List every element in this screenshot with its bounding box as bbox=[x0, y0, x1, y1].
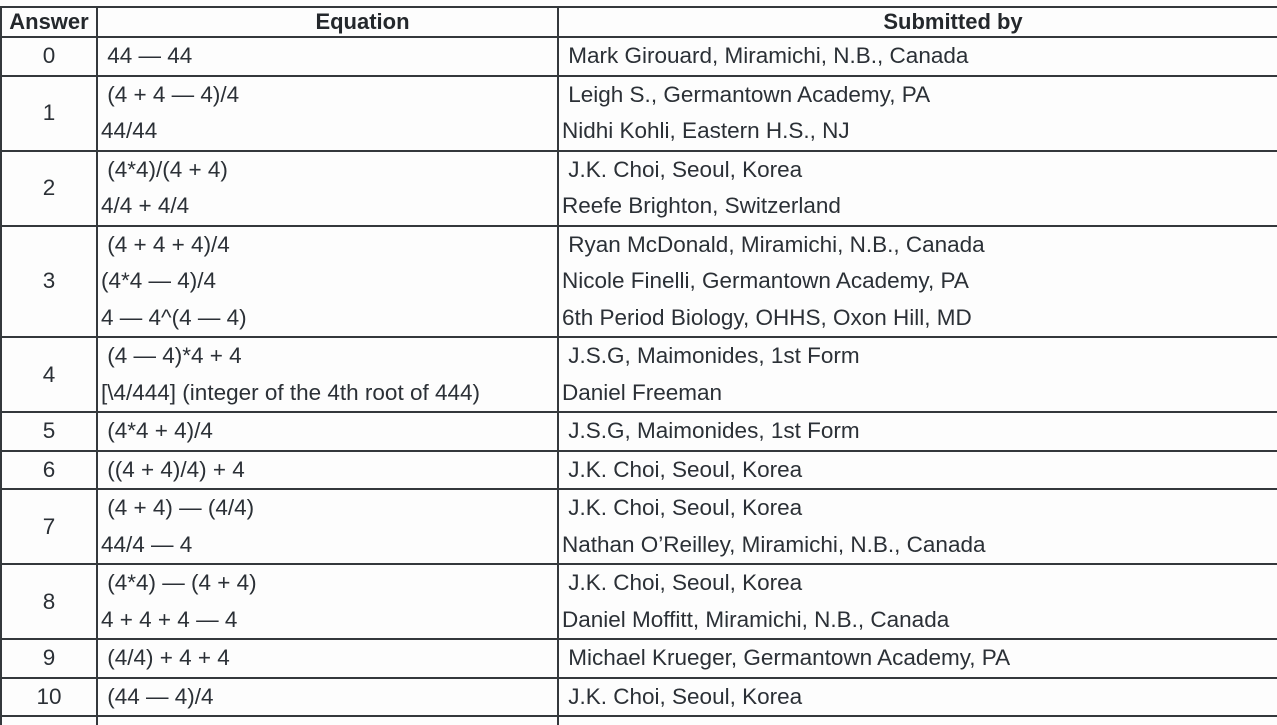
equation-cell: (4*4 + 4)/4 bbox=[96, 411, 559, 452]
answer-cell: 5 bbox=[0, 411, 98, 452]
equation-line: 4 + 4 + 4 — 4 bbox=[101, 606, 238, 632]
answer-cell: 1 bbox=[0, 74, 98, 152]
submitted-by-line: Leigh S., Germantown Academy, PA bbox=[562, 81, 931, 107]
table-row: 8 (4*4) — (4 + 4) 4 + 4 + 4 — 4 J.K. Choi… bbox=[0, 563, 1277, 640]
table-body: 0 44 — 44 Mark Girouard, Miramichi, N.B.… bbox=[0, 36, 1277, 725]
submitted-by-line: J.K. Choi, Seoul, Korea bbox=[562, 495, 803, 520]
column-header-submitted-by: Submitted by bbox=[557, 6, 1277, 38]
submitted-by-line: Ryan McDonald, Miramichi, N.B., Canada bbox=[562, 231, 985, 257]
equation-cell: 44 — 44 bbox=[96, 36, 559, 77]
answer-cell bbox=[0, 715, 98, 725]
answer-cell: 4 bbox=[0, 336, 98, 413]
equation-cell: (4/4) + 4 + 4 bbox=[96, 638, 559, 679]
submitted-by-line: Michael Krueger, Germantown Academy, PA bbox=[562, 645, 1011, 670]
submitted-by-line: 6th Period Biology, OHHS, Oxon Hill, MD bbox=[562, 304, 972, 330]
equation-cell: (44 — 4)/4 bbox=[96, 676, 559, 717]
submitted-by-line: J.K. Choi, Seoul, Korea bbox=[562, 156, 803, 182]
submitted-by-line: J.K. Choi, Seoul, Korea bbox=[562, 570, 803, 595]
four-fours-table: Answer Equation Submitted by 0 44 — 44 M… bbox=[0, 6, 1277, 725]
table-row: 4 (4 — 4)*4 + 4 [\4/444] (integer of the … bbox=[0, 336, 1277, 413]
answer-cell: 3 bbox=[0, 224, 98, 338]
submitted-by-cell: Mark Girouard, Miramichi, N.B., Canada bbox=[557, 36, 1277, 77]
column-header-answer: Answer bbox=[0, 6, 98, 38]
submitted-by-cell: Leigh S., Germantown Academy, PA Nidhi Ko… bbox=[557, 74, 1277, 152]
equation-line: ((4 + 4)/4) + 4 bbox=[101, 456, 245, 482]
table-row: 9 (4/4) + 4 + 4 Michael Krueger, Germant… bbox=[0, 638, 1277, 679]
equation-line: (4*4 + 4)/4 bbox=[101, 418, 213, 443]
equation-cell: (4 — 4)*4 + 4 [\4/444] (integer of the 4t… bbox=[96, 336, 559, 413]
answer-cell: 7 bbox=[0, 488, 98, 565]
equation-line: (4 + 4 — 4)/4 bbox=[101, 81, 240, 107]
submitted-by-cell: Michael Krueger, Germantown Academy, PA bbox=[557, 638, 1277, 679]
equation-line: (4*4)/(4 + 4) bbox=[101, 156, 228, 182]
table-row: 0 44 — 44 Mark Girouard, Miramichi, N.B.… bbox=[0, 36, 1277, 77]
equation-line: (4 — 4)*4 + 4 bbox=[101, 343, 242, 368]
equation-line: 4/4 + 4/4 bbox=[101, 193, 190, 218]
equation-cell: (4*4) — (4 + 4) 4 + 4 + 4 — 4 bbox=[96, 563, 559, 640]
submitted-by-line: J.S.G, Maimonides, 1st Form bbox=[562, 418, 860, 443]
equation-line: (4/4) + 4 + 4 bbox=[101, 645, 230, 670]
submitted-by-line: Nicole Finelli, Germantown Academy, PA bbox=[562, 268, 969, 293]
table-row: 2 (4*4)/(4 + 4) 4/4 + 4/4 J.K. Choi, Seou… bbox=[0, 149, 1277, 227]
equation-cell bbox=[96, 715, 559, 725]
column-header-equation: Equation bbox=[96, 6, 559, 38]
submitter-cell bbox=[557, 715, 1277, 725]
equation-line: 4 — 4^(4 — 4) bbox=[101, 304, 247, 330]
submitted-by-cell: J.K. Choi, Seoul, Korea bbox=[557, 449, 1277, 490]
submitted-by-cell: Ryan McDonald, Miramichi, N.B., Canada Ni… bbox=[557, 224, 1277, 338]
submitted-by-cell: J.S.G, Maimonides, 1st Form bbox=[557, 411, 1277, 452]
equation-line: (4*4) — (4 + 4) bbox=[101, 570, 257, 595]
submitted-by-cell: J.K. Choi, Seoul, Korea Daniel Moffitt, M… bbox=[557, 563, 1277, 640]
submitted-by-line: Nathan O’Reilley, Miramichi, N.B., Canad… bbox=[562, 531, 986, 557]
equation-cell: (4*4)/(4 + 4) 4/4 + 4/4 bbox=[96, 149, 559, 227]
table-row: 1 (4 + 4 — 4)/4 44/44 Leigh S., Germantow… bbox=[0, 74, 1277, 152]
equation-line: (4 + 4) — (4/4) bbox=[101, 495, 255, 520]
answer-cell: 0 bbox=[0, 36, 98, 77]
submitted-by-line: J.S.G, Maimonides, 1st Form bbox=[562, 343, 860, 368]
equation-cell: (4 + 4) — (4/4) 44/4 — 4 bbox=[96, 488, 559, 565]
answer-cell: 2 bbox=[0, 149, 98, 227]
submitted-by-cell: J.S.G, Maimonides, 1st Form Daniel Freema… bbox=[557, 336, 1277, 413]
table-row: 6 ((4 + 4)/4) + 4 J.K. Choi, Seoul, Kore… bbox=[0, 449, 1277, 490]
equation-line: (44 — 4)/4 bbox=[101, 683, 214, 709]
equation-cell: (4 + 4 + 4)/4 (4*4 — 4)/4 4 — 4^(4 — 4) bbox=[96, 224, 559, 338]
equation-line: (4 + 4 + 4)/4 bbox=[101, 231, 230, 257]
submitted-by-cell: J.K. Choi, Seoul, Korea Reefe Brighton, S… bbox=[557, 149, 1277, 227]
answer-cell: 8 bbox=[0, 563, 98, 640]
equation-cell: (4 + 4 — 4)/4 44/44 bbox=[96, 74, 559, 152]
table-row: 10 (44 — 4)/4 J.K. Choi, Seoul, Korea bbox=[0, 676, 1277, 717]
answer-cell: 6 bbox=[0, 449, 98, 490]
equation-line: 44/4 — 4 bbox=[101, 531, 193, 557]
answer-cell: 9 bbox=[0, 638, 98, 679]
equation-line: 44/44 bbox=[101, 118, 158, 143]
submitted-by-line: Daniel Moffitt, Miramichi, N.B., Canada bbox=[562, 606, 950, 632]
submitted-by-line: Reefe Brighton, Switzerland bbox=[562, 193, 841, 218]
submitted-by-line: Daniel Freeman bbox=[562, 379, 723, 405]
submitted-by-cell: J.K. Choi, Seoul, Korea bbox=[557, 676, 1277, 717]
equation-line: (4*4 — 4)/4 bbox=[101, 268, 217, 293]
partial-row bbox=[0, 715, 1277, 725]
submitted-by-line: J.K. Choi, Seoul, Korea bbox=[562, 456, 803, 482]
table-row: 7 (4 + 4) — (4/4) 44/4 — 4 J.K. Choi, Seo… bbox=[0, 488, 1277, 565]
equation-line: 44 — 44 bbox=[101, 43, 193, 68]
submitted-by-cell: J.K. Choi, Seoul, Korea Nathan O’Reilley,… bbox=[557, 488, 1277, 565]
table-row: 3 (4 + 4 + 4)/4 (4*4 — 4)/4 4 — 4^(4 — 4) … bbox=[0, 224, 1277, 338]
equation-line: [\4/444] (integer of the 4th root of 444… bbox=[101, 379, 480, 405]
answer-cell: 10 bbox=[0, 676, 98, 717]
submitted-by-line: J.K. Choi, Seoul, Korea bbox=[562, 683, 803, 709]
table-row: 5 (4*4 + 4)/4 J.S.G, Maimonides, 1st For… bbox=[0, 411, 1277, 452]
header-row: Answer Equation Submitted by bbox=[0, 6, 1277, 38]
submitted-by-line: Mark Girouard, Miramichi, N.B., Canada bbox=[562, 43, 969, 68]
equation-cell: ((4 + 4)/4) + 4 bbox=[96, 449, 559, 490]
submitted-by-line: Nidhi Kohli, Eastern H.S., NJ bbox=[562, 118, 850, 143]
